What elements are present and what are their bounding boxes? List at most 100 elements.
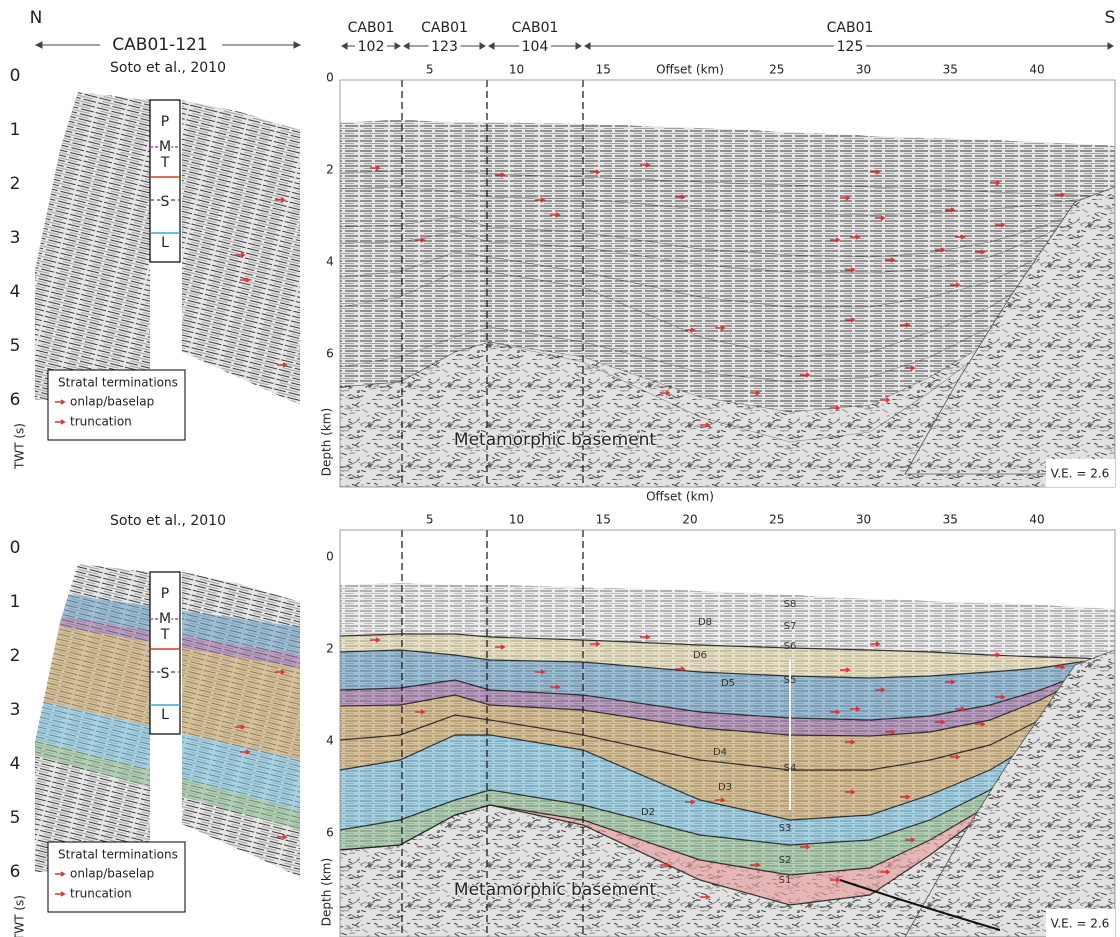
- horizon-label: D4: [713, 747, 727, 758]
- basement-high: [904, 186, 1115, 475]
- stratal-arrow: [550, 684, 561, 690]
- basement-high: [904, 649, 1115, 937]
- stratigraphic-unit: [340, 665, 1115, 736]
- legend-box: [47, 369, 186, 441]
- offset-tick-label: 15: [596, 63, 611, 77]
- unit-label: P: [161, 114, 169, 130]
- unit-label: M: [159, 611, 171, 627]
- stratal-arrow: [845, 267, 856, 273]
- basement-label: Metamorphic basement: [454, 430, 657, 450]
- stratal-arrow: [715, 797, 726, 803]
- offset-tick-label: 20: [682, 513, 697, 527]
- depth-tick-label: 2: [326, 163, 334, 177]
- depth-tick-label: 2: [326, 642, 334, 656]
- offset-tick-label: 25: [769, 513, 784, 527]
- twt-axis-label: TWT (s): [13, 895, 27, 937]
- stratal-arrow: [950, 282, 961, 288]
- line-number: 123: [431, 39, 458, 55]
- stratal-arrow: [277, 362, 288, 368]
- panel-frame: [339, 529, 1116, 937]
- offset-tick-label: 35: [943, 63, 958, 77]
- legend-item: onlap/baselap: [70, 395, 154, 409]
- stratal-arrow: [830, 405, 841, 411]
- twt-tick-label: 2: [10, 646, 21, 666]
- stratal-arrow: [660, 862, 671, 868]
- line-number: 104: [522, 39, 549, 55]
- stratal-arrow: [870, 641, 881, 647]
- horizon: [340, 186, 1115, 216]
- extent-arrow: [584, 42, 1114, 50]
- stratal-arrow: [845, 739, 856, 745]
- stratal-arrow: [935, 247, 946, 253]
- twt-tick-label: 3: [10, 700, 21, 720]
- horizon-label: D6: [693, 650, 707, 661]
- stratal-arrow: [875, 215, 886, 221]
- citation: Soto et al., 2010: [110, 60, 226, 76]
- twt-tick-label: 5: [10, 336, 21, 356]
- stratal-arrow: [880, 869, 891, 875]
- legend-item: onlap/baselap: [70, 867, 154, 881]
- horizon-label: S5: [784, 675, 797, 686]
- unit-label: M: [159, 139, 171, 155]
- stratal-arrow: [535, 669, 546, 675]
- stratal-arrow: [370, 637, 381, 643]
- legend-title: Stratal terminations: [58, 848, 178, 862]
- stratal-arrow: [750, 390, 761, 396]
- unit-column: [149, 99, 181, 263]
- extent-arrow: [341, 42, 401, 50]
- unit-label: S: [161, 194, 170, 210]
- horizon-label: D8: [698, 617, 712, 628]
- offset-tick-label: 30: [856, 63, 871, 77]
- twt-tick-label: 3: [10, 228, 21, 248]
- stratal-arrow: [870, 169, 881, 175]
- stratal-arrow: [955, 234, 966, 240]
- extent-arrow: [34, 41, 302, 49]
- twt-tick-label: 1: [10, 120, 21, 140]
- stratal-arrow: [945, 679, 956, 685]
- stratal-arrow: [235, 252, 246, 258]
- stratal-arrow: [1055, 192, 1066, 198]
- stratal-arrow: [840, 667, 851, 673]
- stratal-arrow: [685, 327, 696, 333]
- stratal-arrow: [55, 891, 66, 897]
- stratal-arrow: [875, 687, 886, 693]
- stratal-arrow: [240, 277, 251, 283]
- stratal-arrow: [880, 397, 891, 403]
- depth-tick-label: 4: [326, 255, 334, 269]
- legend-item: truncation: [70, 887, 132, 901]
- twt-tick-label: 0: [10, 538, 21, 558]
- citation: Soto et al., 2010: [110, 513, 226, 529]
- stratal-arrow: [415, 709, 426, 715]
- stratal-arrow: [370, 165, 381, 171]
- ve-label: V.E. = 2.6: [1051, 917, 1110, 931]
- unit-label: L: [161, 235, 169, 251]
- section: [340, 80, 1115, 487]
- stratigraphic-unit: [340, 670, 1115, 820]
- sediment-fill: [340, 120, 1115, 412]
- twt-tick-label: 4: [10, 282, 21, 302]
- line-name: CAB01: [348, 20, 395, 36]
- stratal-arrow: [235, 724, 246, 730]
- ve-label: V.E. = 2.6: [1051, 467, 1110, 481]
- stratal-arrow: [850, 234, 861, 240]
- stratigraphic-unit: [340, 674, 1115, 875]
- north-label: N: [30, 8, 43, 28]
- seismic-block: [182, 100, 300, 405]
- stratigraphic-unit: [340, 668, 1115, 770]
- stratal-arrow: [715, 325, 726, 331]
- stratal-arrow: [830, 237, 841, 243]
- ve-box: [1046, 909, 1115, 937]
- stratal-arrow: [640, 634, 651, 640]
- stratal-arrow: [990, 180, 1001, 186]
- line-name: CAB01: [421, 20, 468, 36]
- horizon: [340, 201, 1115, 258]
- offset-tick-label: 5: [426, 513, 434, 527]
- stratal-arrow: [995, 222, 1006, 228]
- stratigraphic-unit: [340, 650, 1115, 720]
- water-column: [340, 80, 1115, 146]
- stratal-arrow: [830, 709, 841, 715]
- stratal-arrow: [845, 317, 856, 323]
- stratal-arrow: [700, 894, 711, 900]
- depth-tick-label: 6: [326, 826, 334, 840]
